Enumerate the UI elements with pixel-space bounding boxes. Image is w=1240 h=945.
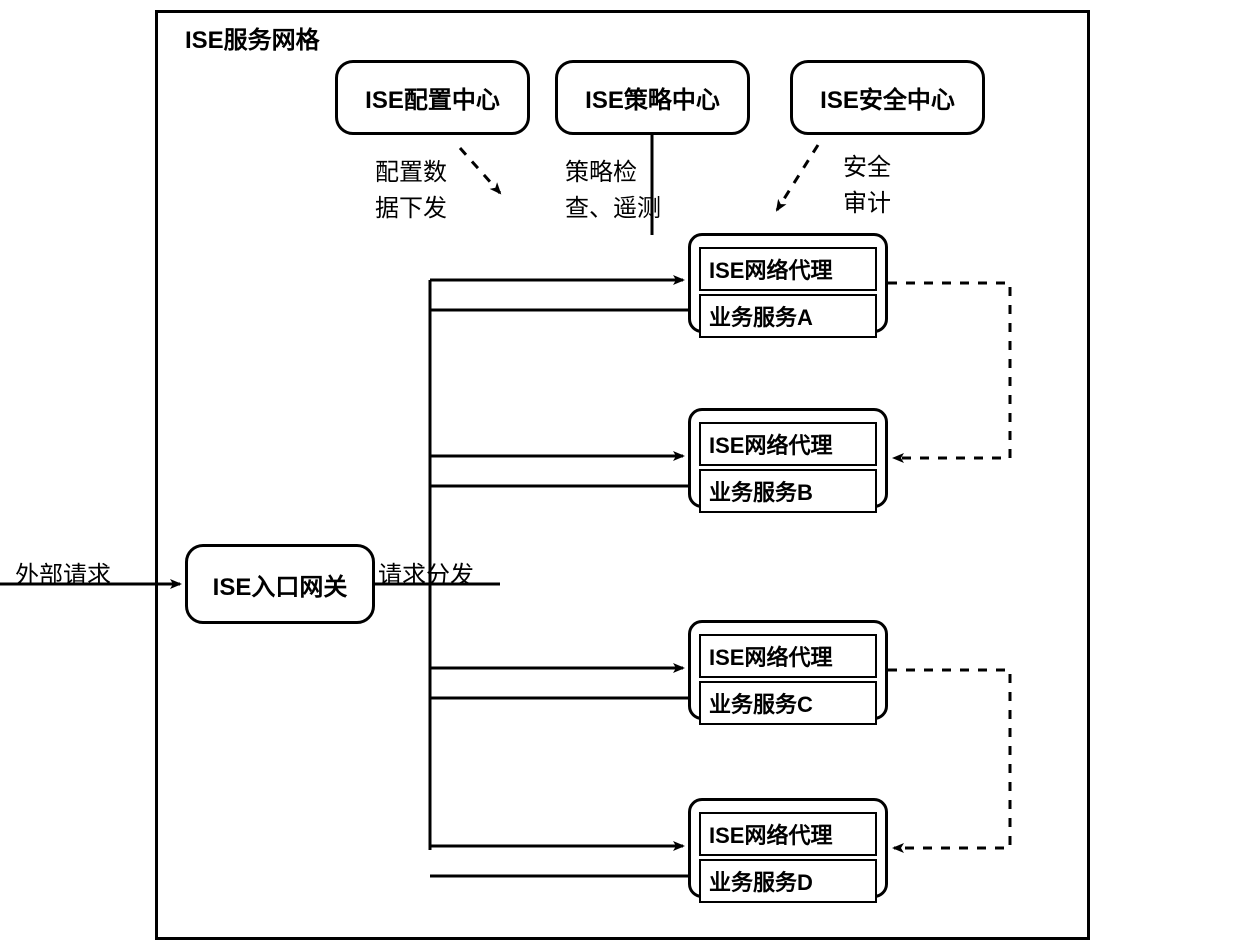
- service-c-box: ISE网络代理 业务服务C: [688, 620, 888, 720]
- security-center-label: ISE安全中心: [820, 80, 955, 115]
- service-a-biz: 业务服务A: [699, 294, 877, 338]
- service-c-biz: 业务服务C: [699, 681, 877, 725]
- service-b-box: ISE网络代理 业务服务B: [688, 408, 888, 508]
- service-b-proxy: ISE网络代理: [699, 422, 877, 466]
- security-audit-label: 安全 审计: [843, 150, 891, 222]
- config-center-box: ISE配置中心: [335, 60, 530, 135]
- service-d-biz: 业务服务D: [699, 859, 877, 903]
- security-center-box: ISE安全中心: [790, 60, 985, 135]
- gateway-label: ISE入口网关: [213, 567, 348, 602]
- service-c-proxy: ISE网络代理: [699, 634, 877, 678]
- external-request-label: 外部请求: [15, 555, 111, 590]
- policy-check-label: 策略检 查、遥测: [565, 155, 661, 227]
- service-a-box: ISE网络代理 业务服务A: [688, 233, 888, 333]
- request-dispatch-label: 请求分发: [378, 555, 474, 590]
- service-d-box: ISE网络代理 业务服务D: [688, 798, 888, 898]
- config-data-label: 配置数 据下发: [375, 155, 447, 227]
- gateway-box: ISE入口网关: [185, 544, 375, 624]
- policy-center-box: ISE策略中心: [555, 60, 750, 135]
- service-b-biz: 业务服务B: [699, 469, 877, 513]
- mesh-container: [155, 10, 1090, 940]
- policy-center-label: ISE策略中心: [585, 80, 720, 115]
- service-d-proxy: ISE网络代理: [699, 812, 877, 856]
- mesh-title: ISE服务网格: [185, 20, 320, 55]
- service-a-proxy: ISE网络代理: [699, 247, 877, 291]
- config-center-label: ISE配置中心: [365, 80, 500, 115]
